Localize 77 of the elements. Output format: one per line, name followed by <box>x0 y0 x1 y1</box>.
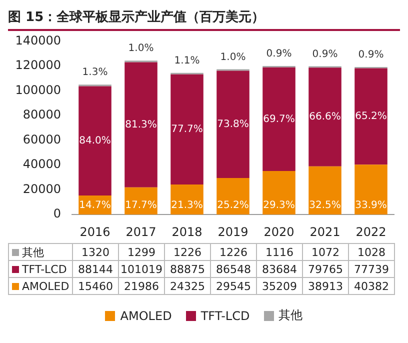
annotation: 21.3% <box>171 200 203 212</box>
data-label: 79765 <box>302 260 348 278</box>
data-label: 35209 <box>256 278 302 294</box>
data-label: 38913 <box>302 278 348 294</box>
x-tick-label: 2019 <box>218 224 248 239</box>
data-label: 101019 <box>118 260 164 278</box>
annotation: 1.1% <box>174 55 200 66</box>
y-tick-label: 20000 <box>22 182 61 196</box>
text: 其他 <box>278 308 303 322</box>
bar <box>216 178 250 215</box>
bar <box>124 187 158 215</box>
data-label: 29545 <box>210 278 256 294</box>
annotation: 1.0% <box>128 43 154 54</box>
annotation: 1.0% <box>220 52 246 63</box>
annotation: 77.7% <box>171 124 203 136</box>
data-label: 24325 <box>164 278 210 294</box>
bar <box>124 62 158 188</box>
data-label: 83684 <box>256 260 302 278</box>
bar <box>170 184 204 215</box>
x-tick-label: 2021 <box>310 224 340 239</box>
annotation: 66.6% <box>309 112 341 123</box>
data-label: 86548 <box>210 260 256 278</box>
text: AMOLED <box>120 308 172 322</box>
data-label: 1299 <box>118 244 164 260</box>
data-label: 21986 <box>118 278 164 294</box>
y-tick-label: 120000 <box>15 58 61 72</box>
data-label: 15460 <box>72 278 118 294</box>
x-tick-label: 2018 <box>172 224 202 239</box>
y-tick-label: 100000 <box>15 82 61 97</box>
data-label: 88875 <box>164 260 210 278</box>
data-label: 88144 <box>72 260 118 278</box>
y-tick-label: 0 <box>53 206 61 221</box>
data-label: 40382 <box>348 278 394 294</box>
annotation: 17.7% <box>125 200 157 212</box>
legend-label: AMOLED <box>22 280 70 292</box>
x-tick-label: 2017 <box>126 224 156 239</box>
annotation: 33.9% <box>355 200 387 212</box>
data-label: 1320 <box>72 244 118 260</box>
bar <box>354 164 388 215</box>
y-tick-label: 40000 <box>22 157 61 172</box>
x-tick-label: 2022 <box>356 224 386 239</box>
annotation: 32.5% <box>309 200 341 212</box>
annotation: 29.3% <box>263 200 295 212</box>
y-tick-label: 60000 <box>22 132 61 146</box>
bar <box>216 70 250 178</box>
legend-label: TFT-LCD <box>22 262 67 276</box>
x-tick-label: 2016 <box>80 224 110 239</box>
annotation: 73.8% <box>217 119 249 130</box>
annotation: 14.7% <box>79 200 111 212</box>
annotation: 81.3% <box>125 119 157 130</box>
annotation: 84.0% <box>79 135 111 146</box>
bar <box>262 67 296 171</box>
annotation: 65.2% <box>355 111 387 122</box>
data-label: 77739 <box>348 260 394 278</box>
y-tick-label: 80000 <box>22 108 61 122</box>
data-label: 1028 <box>348 244 394 260</box>
data-label: 1226 <box>164 244 210 260</box>
annotation: 0.9% <box>312 48 338 60</box>
annotation: 1.3% <box>82 67 108 78</box>
chart-title: 图 15：全球平板显示产业产值（百万美元） <box>8 8 400 31</box>
annotation: 0.9% <box>358 50 384 61</box>
bar <box>262 170 296 215</box>
bar <box>354 68 388 165</box>
x-tick-label: 2020 <box>264 224 294 239</box>
bar <box>78 86 112 196</box>
annotation: 25.2% <box>217 200 249 212</box>
legend-label: 其他 <box>22 246 44 258</box>
annotation: 0.9% <box>266 48 292 60</box>
bar <box>308 166 342 215</box>
annotation: 69.7% <box>263 114 295 125</box>
data-label: 1072 <box>302 244 348 260</box>
y-tick-label: 140000 <box>15 33 61 48</box>
bar <box>308 68 342 166</box>
text: TFT-LCD <box>200 308 250 322</box>
data-label: 1226 <box>210 244 256 260</box>
bar <box>170 74 204 184</box>
data-label: 1116 <box>256 244 302 260</box>
